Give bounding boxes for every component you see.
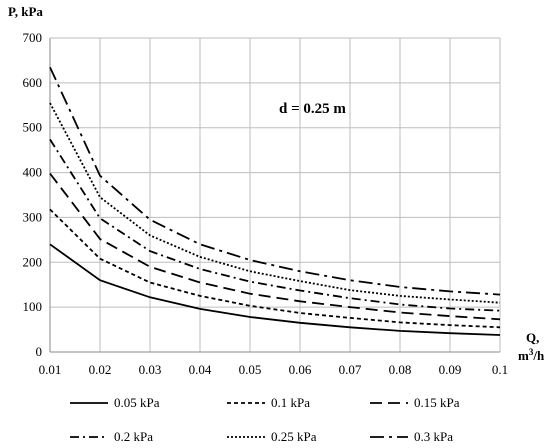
grid [50, 37, 501, 352]
y-tick-label: 100 [23, 299, 43, 314]
legend-label-4: 0.2 kPa [114, 429, 153, 444]
legend-label-3: 0.15 kPa [414, 395, 460, 410]
axes [49, 38, 500, 353]
tick-labels: 0.01 0.02 0.03 0.04 0.05 0.06 0.07 0.08 0.09 0.1 0… [23, 30, 509, 377]
x-tick-label: 0.05 [239, 362, 262, 377]
y-tick-label: 400 [23, 165, 43, 180]
x-tick-label: 0.09 [439, 362, 462, 377]
y-tick-label: 500 [23, 120, 43, 135]
x-tick-label: 0.02 [89, 362, 112, 377]
series-line-1 [49, 243, 501, 336]
x-axis-label-unit: m [518, 348, 529, 363]
series-line-6 [49, 66, 501, 296]
legend-label-5: 0.25 kPa [271, 429, 317, 444]
x-tick-label: 0.01 [39, 362, 62, 377]
y-tick-label: 200 [23, 254, 43, 269]
x-axis-label-per: /h [532, 348, 545, 363]
x-tick-label: 0.03 [139, 362, 162, 377]
x-tick-label: 0.07 [339, 362, 362, 377]
series-line-2 [49, 208, 501, 329]
x-tick-label: 0.04 [189, 362, 212, 377]
x-tick-label: 0.1 [492, 362, 508, 377]
y-tick-label: 0 [36, 344, 43, 359]
series-line-5 [49, 102, 501, 304]
legend-label-6: 0.3 kPa [414, 429, 453, 444]
series-line-4 [49, 138, 501, 312]
y-axis-label: P, kPa [8, 4, 43, 19]
y-tick-label: 700 [23, 30, 43, 45]
x-tick-label: 0.08 [389, 362, 412, 377]
series-line-3 [49, 172, 501, 321]
y-tick-label: 600 [23, 75, 43, 90]
x-tick-label: 0.06 [289, 362, 312, 377]
legend: 0.05 kPa 0.1 kPa 0.15 kPa 0.2 kPa 0.25 kPa 0.… [70, 395, 460, 444]
legend-label-2: 0.1 kPa [271, 395, 310, 410]
chart-annotation: d = 0.25 m [279, 101, 346, 117]
legend-label-1: 0.05 kPa [114, 395, 160, 410]
y-tick-label: 300 [23, 209, 43, 224]
x-axis-label-line2: m3/h [518, 347, 545, 363]
series-lines [49, 66, 501, 336]
x-axis-label-superscript: 3 [529, 347, 534, 357]
x-axis-label-line1: Q, [526, 330, 539, 345]
